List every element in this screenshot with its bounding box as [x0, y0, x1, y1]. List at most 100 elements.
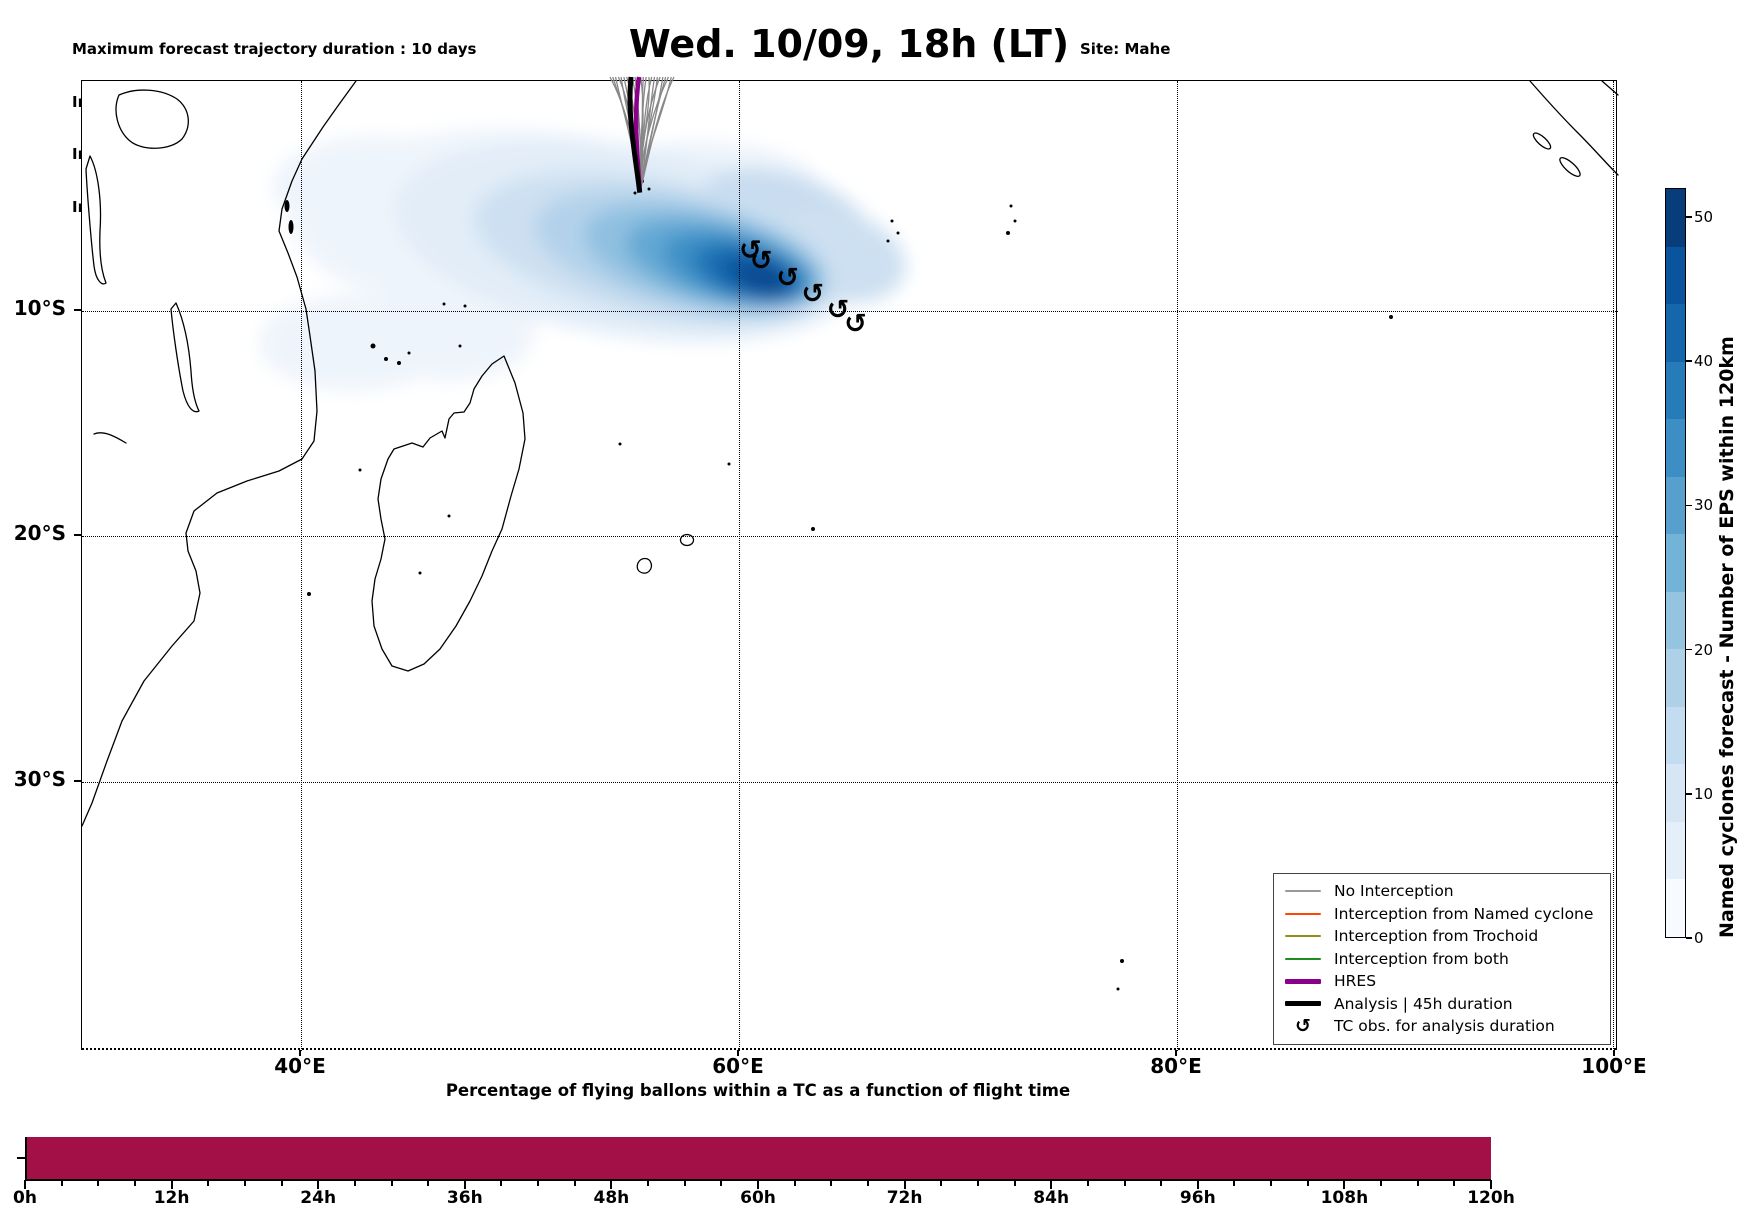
analysis-trajectory [627, 76, 643, 193]
colorbar-tick-label: 10 [1694, 784, 1714, 803]
x-tickmark [299, 1050, 301, 1056]
y-tickmark [74, 780, 81, 782]
colorbar-tick-label: 0 [1694, 929, 1704, 947]
legend-item: Analysis | 45h duration [1282, 993, 1602, 1016]
map-canvas: ↺↺↺↺↺↺ [81, 76, 1619, 991]
colorbar-tick-label: 50 [1694, 207, 1714, 226]
lake-tanganyika [85, 155, 107, 285]
y-tick-label: 10°S [13, 296, 66, 320]
africa-coast [81, 80, 357, 827]
tc-obs-symbol: ↺ [739, 235, 762, 266]
colorbar-tick-label: 30 [1694, 496, 1714, 515]
flight-time-chart-title: Percentage of flying ballons within a TC… [445, 1081, 1071, 1100]
flight-time-tickmark [1160, 1180, 1163, 1186]
flight-time-tickmark [500, 1180, 503, 1186]
flight-time-tickmark [610, 1180, 613, 1189]
flight-time-tickmark [1490, 1180, 1492, 1189]
flight-time-tickmark [793, 1180, 796, 1186]
flight-time-tick-label: 120h [1467, 1188, 1515, 1208]
colorbar-segment [1666, 649, 1685, 707]
colorbar-tickmark [1686, 216, 1692, 218]
island [1532, 132, 1552, 150]
flight-time-tickmark [1086, 1180, 1089, 1186]
legend-item: Interception from Named cyclone [1282, 903, 1602, 926]
flight-time-tick-label: 24h [300, 1188, 337, 1208]
info-line: Maximum forecast trajectory duration : 1… [72, 40, 477, 58]
tc-obs-symbol: ↺ [802, 279, 825, 310]
flight-time-tick-label: 36h [446, 1188, 483, 1208]
colorbar-tickmark [1686, 937, 1692, 939]
x-tick-label: 60°E [712, 1054, 764, 1078]
sumatra-coast [1529, 80, 1619, 176]
flight-time-tickmark [903, 1180, 906, 1189]
y-tick-label: 20°S [13, 521, 66, 545]
legend-line-icon [1282, 978, 1324, 984]
flight-time-tick-label: 96h [1179, 1188, 1216, 1208]
colorbar-segment [1666, 361, 1685, 420]
flight-time-tickmark [133, 1180, 136, 1186]
flight-time-tickmark [390, 1180, 393, 1186]
flight-time-tickmark [97, 1180, 100, 1186]
colorbar-segment [1666, 534, 1685, 592]
island-reunion [636, 557, 653, 574]
flight-time-tickmark [1416, 1180, 1419, 1186]
colorbar-tickmark [1686, 360, 1692, 362]
colorbar [1665, 188, 1686, 938]
colorbar-tickmark [1686, 648, 1692, 651]
flight-time-bar [25, 1137, 1491, 1179]
flight-time-tickmark [1233, 1180, 1236, 1186]
legend-line-icon [1282, 912, 1324, 915]
flight-time-tickmark [1050, 1180, 1053, 1189]
colorbar-segment [1666, 706, 1685, 765]
tc-obs-icon: ↺ [1295, 1014, 1311, 1037]
flight-time-tickmark [317, 1180, 320, 1189]
gridline-10s [82, 311, 1618, 312]
flight-time-tickmark [1453, 1180, 1456, 1186]
island [1559, 157, 1581, 177]
gridline-60e [739, 81, 740, 1051]
flight-time-tickmark [976, 1180, 979, 1186]
flight-time-tick-label: 0h [13, 1188, 37, 1208]
y-tick-label: 30°S [13, 767, 66, 791]
colorbar-segment [1666, 189, 1685, 247]
legend-label: Interception from both [1334, 949, 1509, 968]
lake-malawi [170, 302, 200, 413]
flight-time-tickmark [207, 1180, 210, 1186]
lake-victoria [115, 89, 189, 149]
gridline-40e [301, 81, 302, 1051]
tc-obs-symbol: ↺ [776, 263, 799, 294]
eps-trajectory [639, 76, 675, 193]
flight-time-tickmark [866, 1180, 869, 1186]
cahora-bassa [93, 432, 127, 444]
flight-time-tickmark [1306, 1180, 1309, 1186]
legend-line-icon [1282, 935, 1324, 938]
x-tickmark [737, 1050, 739, 1056]
flight-time-tickmark [243, 1180, 246, 1186]
flight-time-tick-label: 60h [740, 1188, 776, 1208]
legend-line-icon [1282, 890, 1324, 893]
gridline-100e [1613, 81, 1614, 1051]
balloon-trajectories [609, 76, 675, 193]
map-legend: No Interception Interception from Named c… [1273, 873, 1611, 1045]
legend-item: No Interception [1282, 880, 1602, 903]
map-bottom-spine [82, 1048, 1616, 1050]
flight-time-y-axis [25, 1137, 27, 1179]
flight-time-tickmark [1196, 1180, 1199, 1189]
sumatra-corner [1601, 80, 1619, 96]
colorbar-segment [1666, 419, 1685, 477]
y-tickmark [74, 534, 81, 536]
flight-time-tickmark [24, 1180, 26, 1189]
colorbar-tick-label: 20 [1694, 640, 1714, 659]
flight-time-tickmark [1270, 1180, 1273, 1186]
legend-label: Interception from Trochoid [1334, 927, 1539, 946]
island-mauritius [679, 533, 695, 547]
gridline-80e [1177, 81, 1178, 1051]
legend-line-icon [1282, 1001, 1324, 1007]
info-line: Site: Mahe [1080, 40, 1171, 58]
legend-label: TC obs. for analysis duration [1334, 1017, 1555, 1036]
x-tick-label: 100°E [1581, 1054, 1647, 1078]
legend-label: No Interception [1334, 882, 1454, 901]
flight-time-tickmark [427, 1180, 430, 1186]
flight-time-tickmark [1013, 1180, 1016, 1186]
